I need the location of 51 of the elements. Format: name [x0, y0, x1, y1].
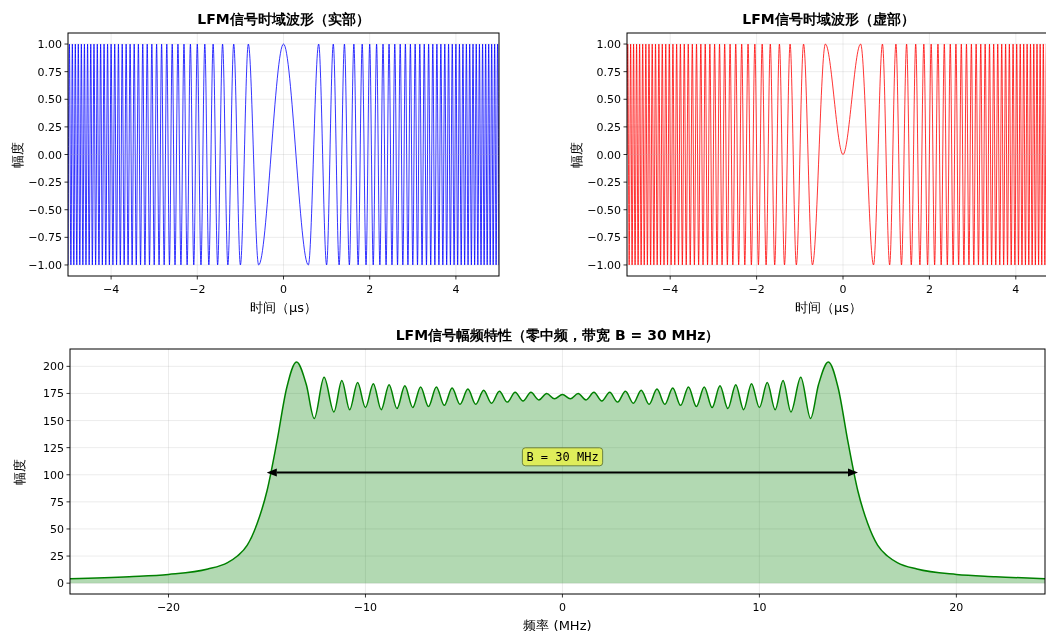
y-axis-title: 幅度 [12, 458, 27, 485]
y-tick-label: 0.50 [596, 93, 621, 107]
chart-title: LFM信号幅频特性（零中频，带宽 B = 30 MHz） [395, 327, 720, 343]
x-tick-label: 4 [452, 283, 460, 296]
y-tick-label: 50 [50, 522, 64, 536]
y-tick-label: −1.00 [587, 258, 621, 272]
x-tick-label: −2 [189, 283, 206, 296]
x-tick-label: 0 [839, 283, 847, 296]
y-tick-label: 100 [43, 468, 64, 482]
chart-title: LFM信号时域波形（实部） [197, 11, 370, 27]
y-tick-label: 0.50 [37, 93, 62, 107]
x-tick-label: 0 [280, 283, 287, 296]
y-tick-label: 1.00 [37, 38, 62, 52]
annotation: B = 30 MHz [526, 449, 599, 464]
y-tick-label: −0.75 [587, 231, 621, 245]
y-tick-label: −0.50 [28, 203, 62, 217]
y-tick-label: 0.00 [37, 148, 62, 162]
y-tick-label: −0.25 [28, 176, 62, 190]
x-tick-label: −4 [102, 283, 120, 296]
y-axis-title: 幅度 [10, 141, 25, 168]
x-axis-title: 时间（μs） [794, 300, 863, 315]
x-tick-label: −4 [662, 283, 679, 296]
x-tick-label: −2 [748, 283, 765, 296]
y-tick-label: −0.75 [28, 231, 62, 245]
x-tick-label: 2 [366, 283, 374, 296]
y-tick-label: 150 [43, 414, 64, 428]
x-tick-label: −10 [353, 601, 378, 614]
y-tick-label: 75 [50, 495, 64, 509]
y-tick-label: −0.50 [587, 203, 621, 217]
y-tick-label: 0 [57, 577, 64, 591]
y-tick-label: −1.00 [28, 258, 62, 272]
x-tick-label: 0 [558, 601, 566, 614]
x-tick-label: 10 [752, 601, 767, 614]
y-tick-label: 0.25 [596, 120, 621, 134]
x-tick-label: −20 [156, 601, 181, 614]
y-tick-label: 125 [43, 441, 64, 455]
y-tick-label: 0.75 [37, 65, 62, 79]
x-axis-title: 时间（μs） [249, 300, 318, 315]
chart-title: LFM信号时域波形（虚部） [742, 11, 915, 27]
y-axis-title: 幅度 [569, 141, 584, 168]
x-tick-label: 20 [949, 601, 964, 614]
y-tick-label: −0.25 [587, 176, 621, 190]
y-tick-label: 1.00 [596, 38, 621, 52]
x-tick-label: 2 [925, 283, 933, 296]
y-tick-label: 0.25 [37, 120, 62, 134]
y-tick-label: 25 [50, 550, 64, 564]
y-tick-label: 200 [43, 360, 64, 374]
y-tick-label: 0.75 [596, 65, 621, 79]
y-tick-label: 175 [43, 387, 64, 401]
x-tick-label: 4 [1012, 283, 1020, 296]
y-tick-label: 0.00 [596, 148, 621, 162]
